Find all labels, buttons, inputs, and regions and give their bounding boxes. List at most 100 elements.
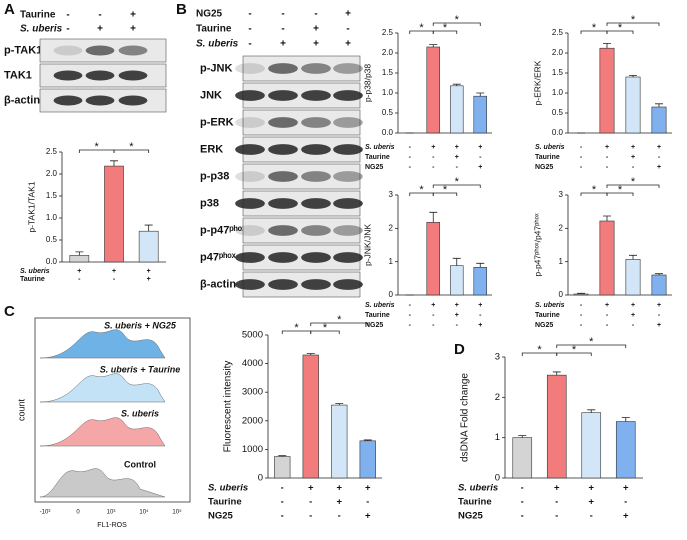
y-axis-label: p-TAK1/TAK1 (26, 181, 36, 232)
condition-sign: - (632, 164, 635, 171)
blot-band (301, 225, 331, 236)
flow-ylabel: count (16, 398, 26, 421)
y-axis-label: p-ERK/ERK (532, 60, 542, 105)
y-tick-label: 0.0 (382, 128, 394, 137)
error-bar (429, 211, 438, 223)
blot-band (301, 144, 331, 155)
condition-sign: - (456, 164, 459, 171)
condition-sign: - (432, 322, 435, 329)
condition-sign: + (455, 312, 459, 319)
condition-sign: - (78, 276, 81, 283)
significance-star: * (592, 22, 597, 34)
condition-sign: + (631, 312, 635, 319)
blot-band (268, 90, 298, 101)
treatment-label: S. uberis (20, 24, 63, 35)
condition-sign: + (554, 483, 560, 494)
significance-bracket (556, 352, 592, 356)
error-bar (603, 215, 611, 221)
treatment-sign: - (98, 10, 101, 21)
condition-sign: - (366, 497, 369, 508)
blot-band (235, 144, 265, 155)
y-tick-label: 3000 (242, 387, 263, 398)
y-tick-label: 2.5 (382, 28, 394, 37)
significance-star: * (443, 22, 448, 34)
bar (573, 293, 589, 296)
condition-label: Taurine (535, 154, 560, 161)
error-bar (452, 83, 461, 86)
condition-sign: - (456, 322, 459, 329)
significance-bracket (432, 192, 458, 196)
condition-sign: - (606, 154, 609, 161)
treatment-label: Taurine (196, 24, 232, 35)
condition-sign: + (455, 154, 459, 161)
condition-sign: - (580, 302, 583, 309)
y-axis-label: p-p38/p38 (362, 64, 372, 103)
bar (426, 222, 441, 296)
condition-sign: - (281, 497, 284, 508)
condition-sign: - (624, 497, 627, 508)
blot-band (268, 171, 298, 182)
bar (473, 95, 488, 134)
treatment-sign: + (280, 39, 286, 50)
condition-label: Taurine (458, 497, 492, 508)
condition-sign: - (590, 511, 593, 522)
treatment-sign: - (281, 9, 284, 20)
y-tick-label: 0 (258, 473, 263, 484)
y-tick-label: 1 (495, 432, 500, 443)
blot-band (235, 225, 265, 236)
bar (512, 437, 533, 479)
error-bar (75, 251, 84, 256)
condition-sign: - (113, 276, 116, 283)
chart: 0 1000 2000 3000 4000 5000 Fluorescent intensi… (208, 314, 382, 522)
treatment-sign: - (314, 9, 317, 20)
y-tick-label: 5000 (242, 330, 263, 341)
blot-row-label: p47ᵖʰᵒˣ (200, 251, 237, 263)
y-axis-label: dsDNA Fold change (460, 373, 471, 462)
condition-label: NG25 (365, 322, 383, 329)
blot-band (333, 90, 363, 101)
bar (546, 374, 567, 479)
bar (302, 354, 319, 479)
significance-bracket (606, 30, 634, 34)
error-bar (552, 371, 561, 376)
blot-row-label: p-p47ᵖʰᵒˣ (200, 224, 247, 236)
panel-letter: C (4, 303, 15, 320)
condition-sign: - (580, 312, 583, 319)
y-tick-label: 0.0 (46, 257, 58, 266)
condition-sign: + (455, 144, 459, 151)
significance-bracket (556, 344, 627, 348)
significance-star: * (337, 314, 342, 326)
blot-band (235, 198, 265, 209)
chart: 0 1 2 3 p-p47ᵖʰᵒˣ/p47ᵖʰᵒˣ * * * S. uberis - + + + Tau… (532, 176, 672, 329)
blot-band (268, 279, 298, 290)
y-tick-label: 0 (495, 473, 500, 484)
blot-row-label: p-JNK (200, 62, 232, 74)
chart: 0 1 2 3 dsDNA Fold change * * * S. uberis - + + + Tau… (458, 336, 643, 522)
flow-xtick: -10³ (40, 510, 51, 516)
error-bar (577, 292, 585, 294)
y-tick-label: 4000 (242, 358, 263, 369)
y-axis-label: p-JNK/JNK (362, 224, 372, 266)
flow-label: Control (124, 459, 156, 469)
significance-bracket (113, 149, 150, 153)
y-tick-label: 0 (389, 290, 394, 299)
condition-sign: + (657, 322, 661, 329)
condition-sign: - (479, 312, 482, 319)
condition-sign: + (336, 483, 342, 494)
condition-label: Taurine (365, 154, 390, 161)
significance-star: * (323, 322, 328, 334)
flow-label: S. uberis + Taurine (100, 364, 180, 374)
significance-bracket (310, 322, 369, 326)
condition-sign: + (605, 144, 609, 151)
blot-band (268, 252, 298, 263)
treatment-sign: + (97, 24, 103, 35)
treatment-sign: - (346, 24, 349, 35)
y-tick-label: 1 (389, 257, 394, 266)
bar (651, 106, 667, 134)
blot-band (333, 198, 363, 209)
significance-bracket (310, 330, 340, 334)
blot-band (301, 63, 331, 74)
treatment-sign: - (248, 39, 251, 50)
blot-band (53, 70, 83, 81)
